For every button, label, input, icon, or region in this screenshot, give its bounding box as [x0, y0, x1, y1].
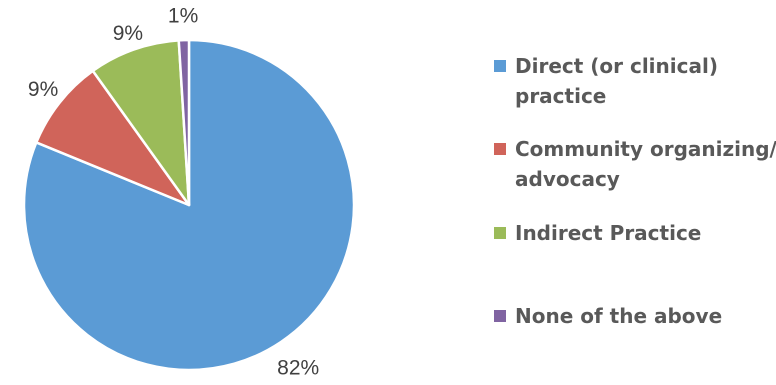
legend-swatch	[494, 143, 506, 155]
legend-item: None of the above	[494, 304, 722, 328]
legend-label: None of the above	[515, 304, 722, 328]
pie-slice	[177, 38, 191, 207]
legend-label: Community organizing/	[515, 137, 776, 161]
data-label: 9%	[28, 78, 58, 101]
pie-slices	[22, 38, 356, 372]
legend-label: practice	[515, 84, 606, 108]
legend-item: Indirect Practice	[494, 221, 701, 245]
pie-slice	[91, 39, 191, 207]
data-label: 82%	[277, 356, 319, 379]
legend-swatch	[494, 227, 506, 239]
legend-item: Community organizing/advocacy	[494, 137, 776, 191]
data-label: 9%	[113, 22, 143, 45]
legend-label: Indirect Practice	[515, 221, 701, 245]
legend: Direct (or clinical) practice Community or…	[494, 54, 776, 328]
legend-item: Direct (or clinical) practice	[494, 54, 718, 108]
legend-label: Direct (or clinical)	[515, 54, 718, 78]
pie-slice	[35, 69, 191, 207]
pie-slice	[22, 38, 356, 372]
legend-swatch	[494, 60, 506, 72]
legend-label: advocacy	[515, 167, 620, 191]
data-label: 1%	[168, 5, 198, 28]
pie-data-labels: 82% 9% 9% 1%	[28, 5, 319, 380]
legend-swatch	[494, 310, 506, 322]
